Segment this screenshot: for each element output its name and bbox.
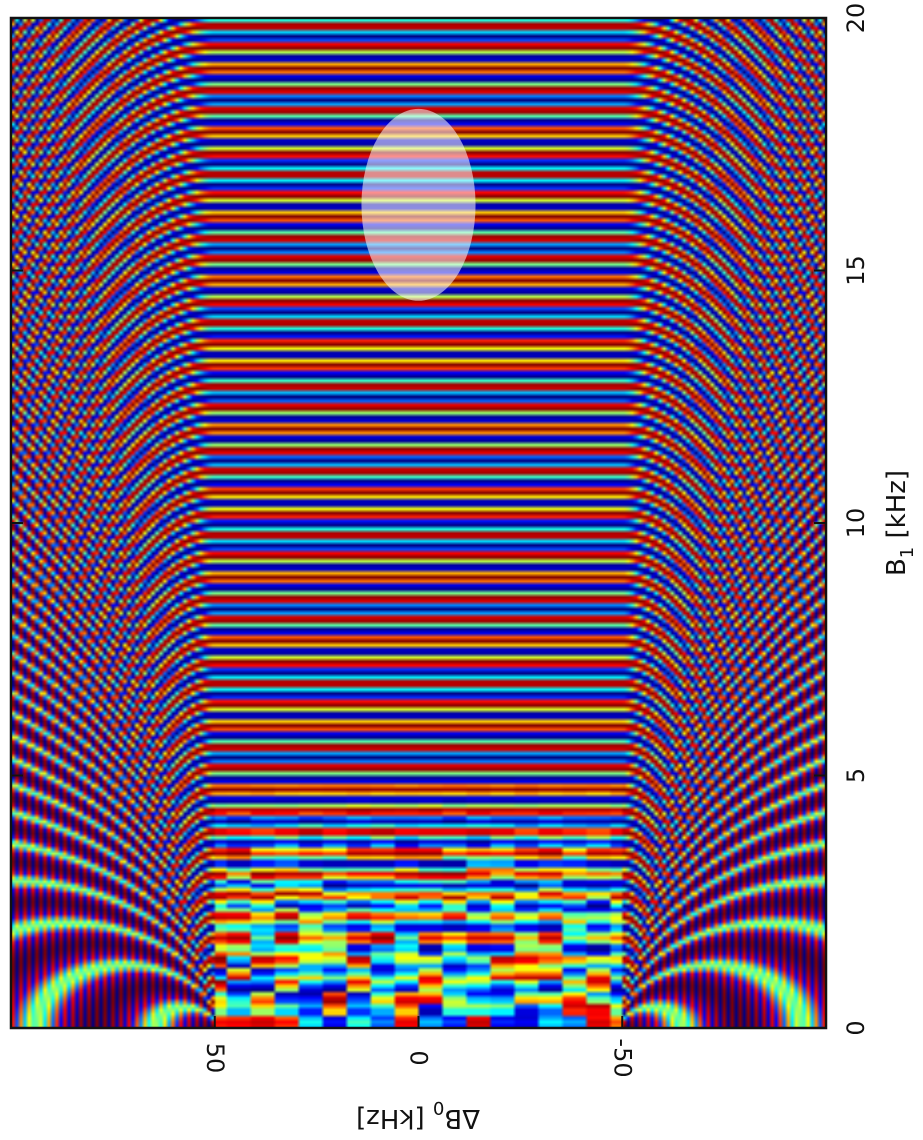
y-tick-label: 50	[201, 1043, 229, 1074]
highlight-ellipse	[361, 108, 476, 301]
y-axis: 50 0 -50	[201, 1016, 636, 1078]
x-tick-label: 20	[842, 3, 870, 34]
y-axis-title: ΔB0 [kHz]	[356, 1097, 480, 1133]
x-tick-label: 15	[842, 255, 870, 286]
x-axis: 0 5 10 15 20	[11, 3, 870, 1036]
y-tick-label: 0	[405, 1050, 433, 1065]
x-tick-label: 5	[842, 768, 870, 783]
x-tick-label: 0	[842, 1020, 870, 1035]
x-axis-title: B1 [kHz]	[882, 470, 918, 576]
x-tick-label: 10	[842, 508, 870, 539]
y-tick-label: -50	[608, 1038, 636, 1077]
